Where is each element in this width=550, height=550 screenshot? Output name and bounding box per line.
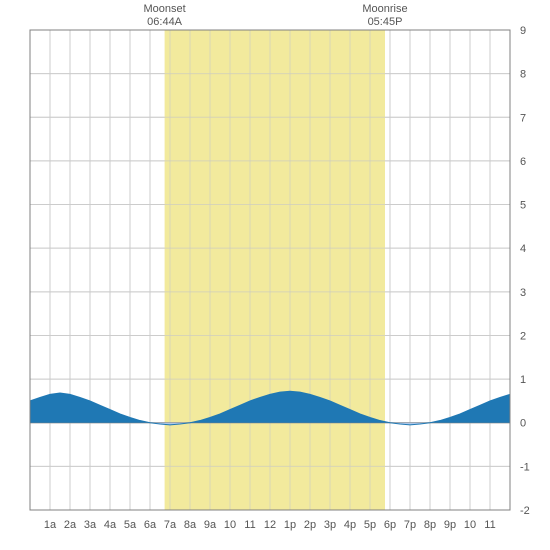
x-tick-label: 9a <box>204 519 217 531</box>
y-tick-label: 5 <box>520 200 526 212</box>
x-tick-label: 10 <box>464 519 476 531</box>
x-tick-label: 11 <box>484 519 495 531</box>
x-tick-label: 7p <box>404 519 416 531</box>
chart-svg: 1a2a3a4a5a6a7a8a9a1011121p2p3p4p5p6p7p8p… <box>0 0 550 550</box>
x-tick-label: 2a <box>64 519 77 531</box>
y-tick-label: 6 <box>520 156 526 168</box>
x-tick-label: 8a <box>184 519 197 531</box>
x-tick-label: 6a <box>144 519 157 531</box>
x-tick-label: 5a <box>124 519 137 531</box>
y-tick-label: -2 <box>520 505 530 517</box>
x-tick-label: 3p <box>324 519 336 531</box>
x-tick-label: 4a <box>104 519 117 531</box>
x-tick-label: 7a <box>164 519 177 531</box>
y-tick-label: 4 <box>520 243 526 255</box>
x-tick-label: 4p <box>344 519 356 531</box>
daylight-band <box>165 30 385 510</box>
x-tick-label: 3a <box>84 519 97 531</box>
x-tick-label: 5p <box>364 519 376 531</box>
y-tick-label: 2 <box>520 330 526 342</box>
y-tick-label: 8 <box>520 69 526 81</box>
x-tick-label: 1p <box>284 519 296 531</box>
moonset-label: Moonset <box>143 3 185 15</box>
tide-chart: 1a2a3a4a5a6a7a8a9a1011121p2p3p4p5p6p7p8p… <box>0 0 550 550</box>
x-tick-label: 2p <box>304 519 316 531</box>
x-tick-label: 10 <box>224 519 236 531</box>
y-tick-label: 1 <box>520 374 526 386</box>
x-tick-label: 12 <box>264 519 276 531</box>
x-tick-label: 1a <box>44 519 57 531</box>
y-tick-label: -1 <box>520 461 530 473</box>
x-tick-label: 9p <box>444 519 456 531</box>
x-tick-label: 8p <box>424 519 436 531</box>
x-tick-label: 11 <box>244 519 255 531</box>
y-tick-label: 0 <box>520 418 526 430</box>
moonrise-label: Moonrise <box>362 3 407 15</box>
moonrise-time: 05:45P <box>368 16 403 28</box>
y-tick-label: 7 <box>520 112 526 124</box>
x-tick-label: 6p <box>384 519 396 531</box>
y-tick-label: 3 <box>520 287 526 299</box>
moonset-time: 06:44A <box>147 16 183 28</box>
y-tick-label: 9 <box>520 25 526 37</box>
